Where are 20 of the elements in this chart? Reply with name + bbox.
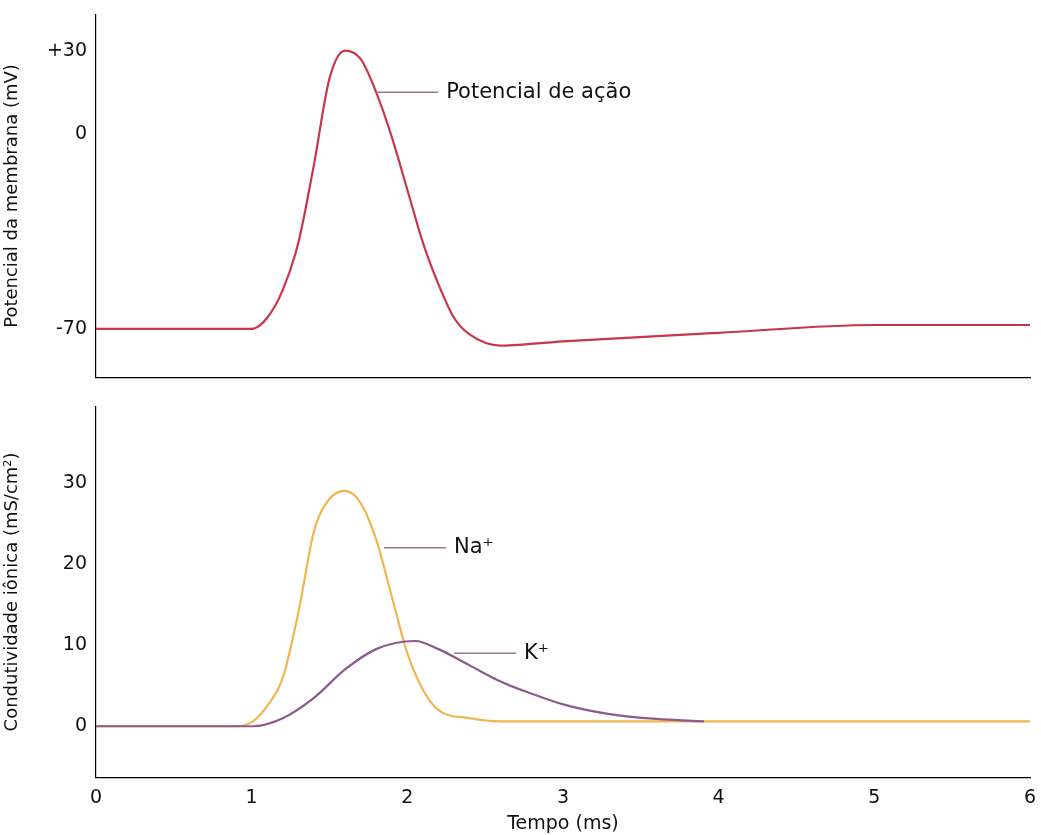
y-tick-label: 0 — [74, 121, 87, 144]
annotation: Potencial de ação — [446, 78, 632, 103]
y-tick-label: +30 — [46, 37, 87, 60]
x-tick-label: 4 — [712, 784, 725, 807]
x-tick-label: 0 — [89, 784, 103, 807]
annotation: Na⁺ — [453, 534, 494, 559]
y-tick-label: 10 — [62, 632, 87, 655]
annotation: K⁺ — [524, 639, 549, 664]
y-axis-title: Condutividade iônica (mS/cm²) — [0, 452, 22, 732]
x-tick-label: 3 — [556, 784, 570, 807]
x-tick-label: 1 — [245, 784, 258, 807]
x-tick-label: 6 — [1023, 784, 1037, 807]
y-tick-label: -70 — [55, 315, 87, 338]
y-tick-label: 30 — [62, 469, 87, 492]
x-tick-label: 2 — [401, 784, 414, 807]
y-tick-label: 0 — [74, 713, 87, 736]
y-tick-label: 20 — [62, 550, 87, 573]
x-tick-label: 5 — [868, 784, 881, 807]
y-axis-title: Potencial da membrana (mV) — [0, 64, 22, 328]
x-axis-title: Tempo (ms) — [506, 810, 619, 833]
